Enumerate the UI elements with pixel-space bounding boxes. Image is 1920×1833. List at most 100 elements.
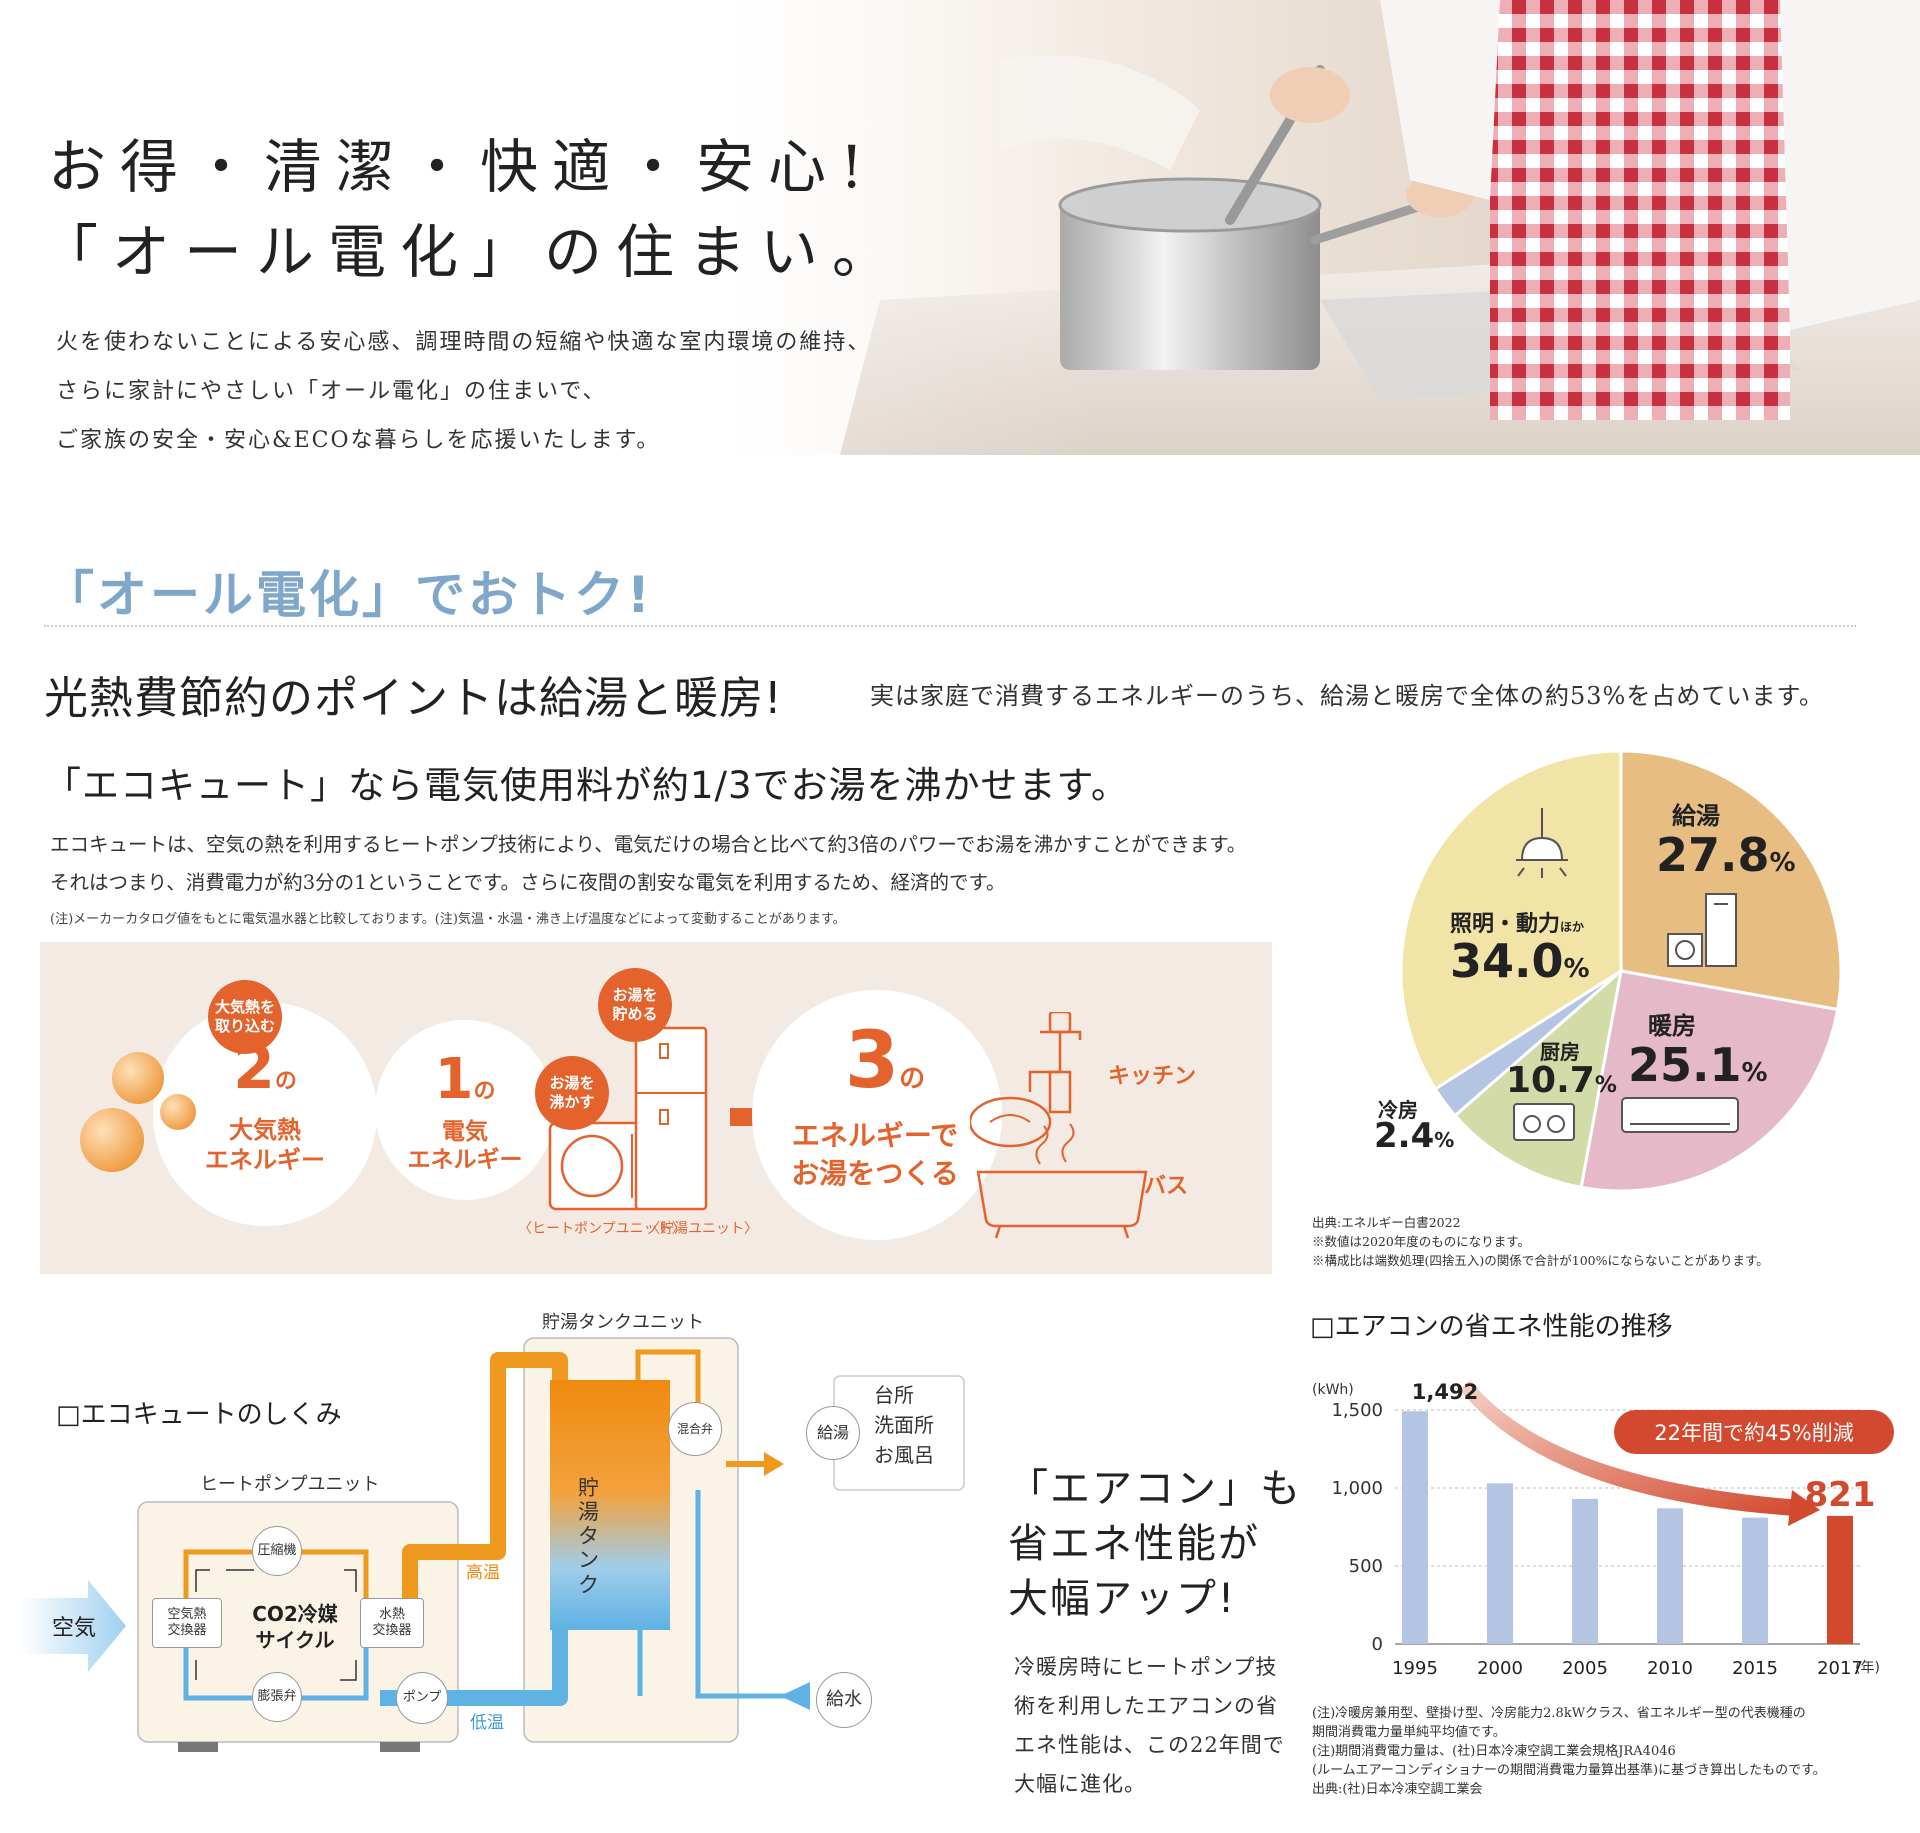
- cooking-illustration: [0, 0, 1920, 455]
- section-title: 「オール電化」でおトク!: [44, 566, 653, 624]
- bar-label-first: 1,492: [1412, 1380, 1478, 1404]
- aircon-title-line3: 大幅アップ!: [1008, 1576, 1237, 1623]
- make-hot-water-2: お湯をつくる: [791, 1157, 959, 1190]
- bar-ytick-label: 1,500: [1331, 1400, 1383, 1421]
- aircon-desc-line2: 術を利用したエアコンの省: [1014, 1693, 1278, 1718]
- num-1: 1の: [400, 1052, 530, 1108]
- bar-xtick-label: 2015: [1732, 1658, 1778, 1679]
- pie-label-light-main: 照明・動力: [1450, 912, 1561, 937]
- air-heat-exchanger-node: 空気熱 交換器: [152, 1598, 222, 1648]
- tank-unit-title: 貯湯タンクユニット: [542, 1312, 704, 1333]
- kitchen-label: キッチン: [1108, 1064, 1197, 1089]
- bar-xtick-label: 2017: [1817, 1658, 1863, 1679]
- num-2: 2の: [200, 1038, 330, 1098]
- pie-value-kyuto: 27.8%: [1656, 828, 1796, 882]
- badge-air: 大気熱を 取り込む: [208, 980, 282, 1054]
- pie-value-reibo-num: 2.4: [1374, 1116, 1435, 1156]
- hero-kitchen-photo: [0, 0, 1920, 455]
- bar-note-5: 出典:(社)日本冷凍空調工業会: [1312, 1782, 1483, 1797]
- aircon-desc-line4: 大幅に進化。: [1014, 1771, 1146, 1796]
- num-1-value: 1: [434, 1047, 474, 1112]
- hero-desc-line3: ご家族の安全・安心&ECOな暮らしを応援いたします。: [56, 428, 661, 453]
- badge-boil-text: お湯を 沸かす: [549, 1074, 595, 1111]
- pump-node: ポンプ: [396, 1672, 448, 1724]
- pie-slice-2: [1452, 967, 1624, 1190]
- pie-pct-reibo: %: [1434, 1128, 1455, 1152]
- bar-xtick-label: 2005: [1562, 1658, 1608, 1679]
- air-energy-text-1: 大気熱: [229, 1116, 301, 1144]
- bar-note-1: (注)冷暖房兼用型、壁掛け型、冷房能力2.8kWクラス、省エネルギー型の代表機種…: [1312, 1706, 1806, 1721]
- pie-source-2: ※数値は2020年度のものになります。: [1312, 1234, 1531, 1249]
- bar-ytick-label: 1,000: [1331, 1478, 1383, 1499]
- aircon-title-line2: 省エネ性能が: [1008, 1521, 1260, 1568]
- tank-label: 貯湯タンク: [578, 1476, 599, 1597]
- bar-xtick-label: 2010: [1647, 1658, 1693, 1679]
- badge-store: お湯を 貯める: [598, 968, 672, 1042]
- pie-value-chubo-num: 10.7: [1506, 1060, 1595, 1101]
- mechanism-title: □エコキュートのしくみ: [56, 1400, 342, 1430]
- low-temp-label: 低温: [470, 1713, 504, 1733]
- pie-pct-danbo: %: [1741, 1058, 1768, 1088]
- unit-tank-label: 〈貯湯ユニット〉: [646, 1221, 758, 1237]
- stove-icon: [1512, 1100, 1576, 1148]
- pie-label-kyuto: 給湯: [1672, 802, 1720, 830]
- air-energy-text-2: エネルギー: [205, 1146, 325, 1174]
- aircon-title-line1: 「エアコン」も: [1008, 1466, 1302, 1512]
- headline: 光熱費節約のポイントは給湯と暖房!: [44, 673, 783, 724]
- bar-chart-title: □エアコンの省エネ性能の推移: [1310, 1312, 1673, 1342]
- hero-title-line2: 「オール電化」の住まい。: [40, 218, 905, 286]
- pie-value-reibo: 2.4%: [1374, 1116, 1454, 1156]
- pie-label-light-small: ほか: [1560, 920, 1585, 934]
- bar-2005: [1572, 1498, 1598, 1644]
- pie-source-3: ※構成比は端数処理(四捨五入)の関係で合計が100%にならないことがあります。: [1312, 1253, 1769, 1268]
- water-heat-exchanger-node: 水熱 交換器: [360, 1598, 424, 1648]
- reduction-swoosh: [1460, 1380, 1800, 1516]
- unit-hp-label: 〈ヒートポンプユニット〉: [518, 1221, 686, 1237]
- pie-slice-4: [1399, 749, 1623, 1091]
- section-divider: [44, 625, 1856, 627]
- bar-xtick-label: 1995: [1392, 1658, 1438, 1679]
- num-2-no: の: [274, 1069, 297, 1094]
- hero-title-line1: お得・清潔・快適・安心!: [48, 133, 878, 201]
- reduction-arrowhead: [1788, 1490, 1820, 1526]
- headline-sub: 実は家庭で消費するエネルギーのうち、給湯と暖房で全体の約53%を占めています。: [870, 682, 1824, 710]
- pie-value-chubo: 10.7%: [1506, 1060, 1617, 1101]
- bar-2015: [1742, 1517, 1768, 1644]
- pie-slice-1: [1579, 969, 1840, 1193]
- badge-boil: お湯を 沸かす: [535, 1056, 609, 1130]
- pie-label-light: 照明・動力ほか: [1450, 906, 1584, 938]
- three-energy-circle: [752, 990, 1002, 1240]
- num-3: 3の: [810, 1022, 960, 1100]
- electric-energy-circle: [375, 1020, 555, 1200]
- hot-supply-node: 給湯: [806, 1406, 860, 1460]
- bar-ytick-label: 0: [1372, 1634, 1383, 1655]
- body-text-line1: エコキュートは、空気の熱を利用するヒートポンプ技術により、電気だけの場合と比べて…: [50, 833, 1247, 856]
- elec-energy-text-2: エネルギー: [407, 1147, 523, 1173]
- air-label: 空気: [52, 1616, 97, 1641]
- pie-value-danbo-num: 25.1: [1628, 1038, 1742, 1092]
- pie-label-danbo: 暖房: [1648, 1012, 1696, 1040]
- bar-note-4: (ルームエアーコンディショナーの期間消費電力量算出基準)に基づき算出したものです…: [1312, 1763, 1826, 1778]
- water-supply-node: 給水: [816, 1672, 872, 1728]
- pie-value-light-num: 34.0: [1450, 934, 1564, 988]
- faucet-bath-icon: [968, 1010, 1160, 1246]
- note-text: (注)メーカーカタログ値をもとに電気温水器と比較しております。(注)気温・水温・…: [50, 912, 846, 927]
- elec-energy-text-1: 電気: [442, 1119, 488, 1145]
- pie-pct-kyuto: %: [1769, 848, 1796, 878]
- pendant-lamp-icon: [1502, 808, 1582, 902]
- aircon-desc-line1: 冷暖房時にヒートポンプ技: [1014, 1655, 1278, 1679]
- hp-unit-title: ヒートポンプユニット: [200, 1474, 380, 1495]
- pie-label-chubo: 厨房: [1540, 1040, 1580, 1064]
- bar-xtick-label: 2000: [1477, 1658, 1523, 1679]
- bar-y-unit: (kWh): [1312, 1382, 1354, 1398]
- aircon-bar-chart: 0 500 1,000 1,500 (kWh) 1995 1,492 2000 2005 201…: [1312, 1380, 1880, 1679]
- heatpump-tank-icon: [540, 1008, 720, 1227]
- bar-2017: [1827, 1515, 1853, 1644]
- hero-desc-line2: さらに家計にやさしい「オール電化」の住まいで、: [56, 379, 607, 404]
- pie-value-danbo: 25.1%: [1628, 1038, 1768, 1092]
- mixing-valve-node: 混合弁: [668, 1402, 722, 1456]
- body-text-line2: それはつまり、消費電力が約3分の1ということです。さらに夜間の割安な電気を利用す…: [50, 871, 1006, 894]
- bar-1995: [1402, 1411, 1428, 1644]
- bar-ytick-label: 500: [1349, 1556, 1383, 1577]
- bar-2010: [1657, 1508, 1683, 1644]
